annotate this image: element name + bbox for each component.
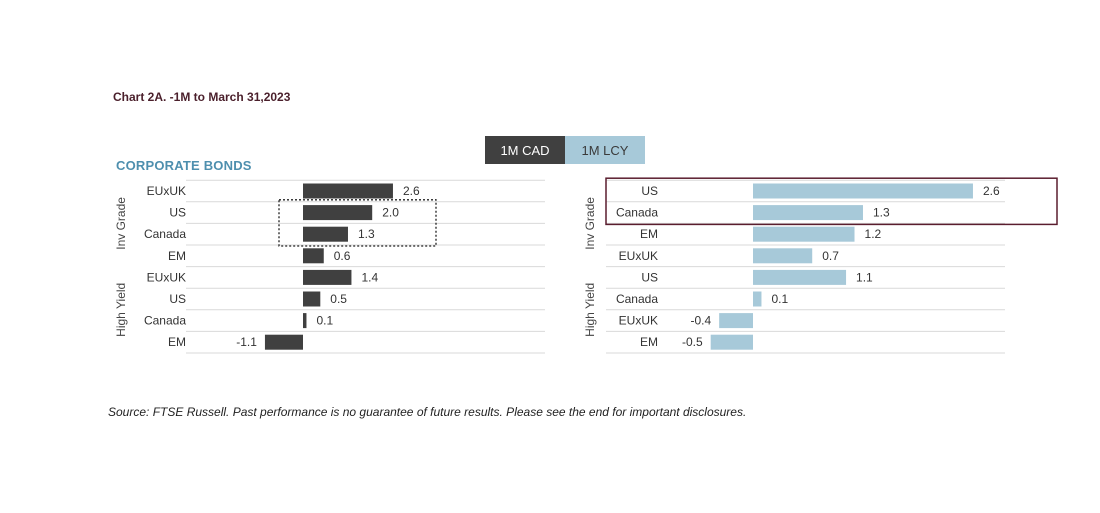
chart-title: Chart 2A. -1M to March 31,2023 (113, 90, 291, 104)
category-label: EM (168, 249, 186, 263)
category-label: US (641, 184, 658, 198)
data-label: 2.6 (403, 184, 420, 198)
data-label: 1.2 (865, 227, 882, 241)
data-label: 0.5 (330, 292, 347, 306)
bar (264, 334, 303, 350)
data-label: 0.1 (771, 292, 788, 306)
bar (753, 248, 813, 264)
data-label: 1.3 (358, 227, 375, 241)
category-label: US (169, 292, 186, 306)
data-label: 1.1 (856, 270, 873, 284)
category-label: Canada (616, 206, 658, 220)
legend-1m-cad: 1M CAD (485, 136, 565, 164)
category-label: US (169, 206, 186, 220)
category-label: EUxUK (147, 184, 186, 198)
data-label: 0.7 (822, 249, 839, 263)
group-label: High Yield (583, 283, 597, 337)
category-label: US (641, 270, 658, 284)
bar (719, 313, 753, 329)
category-label: Canada (144, 227, 186, 241)
highlight-box (605, 177, 1058, 226)
bar (303, 205, 373, 221)
data-label: 1.3 (873, 206, 890, 220)
category-label: Canada (616, 292, 658, 306)
group-label: High Yield (114, 283, 128, 337)
data-label: -0.5 (682, 335, 703, 349)
bar (303, 291, 321, 307)
data-label: 0.6 (334, 249, 351, 263)
category-label: Canada (144, 314, 186, 328)
legend-1m-lcy: 1M LCY (565, 136, 645, 164)
bar (303, 313, 307, 329)
category-label: EM (640, 227, 658, 241)
bar (753, 291, 762, 307)
data-label: -1.1 (236, 335, 257, 349)
bar (303, 183, 393, 199)
group-label: Inv Grade (583, 197, 597, 250)
data-label: 1.4 (361, 270, 378, 284)
data-label: 0.1 (316, 314, 333, 328)
source-note: Source: FTSE Russell. Past performance i… (108, 405, 747, 419)
data-label: 2.6 (983, 184, 1000, 198)
highlight-box (278, 199, 437, 247)
data-label: 2.0 (382, 206, 399, 220)
data-label: -0.4 (690, 314, 711, 328)
bar (303, 269, 352, 285)
category-label: EM (640, 335, 658, 349)
category-label: EM (168, 335, 186, 349)
bar (753, 226, 855, 242)
category-label: EUxUK (619, 314, 658, 328)
bar (753, 205, 863, 221)
section-title: CORPORATE BONDS (116, 158, 252, 173)
bar (753, 183, 973, 199)
category-label: EUxUK (147, 270, 186, 284)
bar (303, 248, 324, 264)
bar (710, 334, 753, 350)
bar (753, 269, 847, 285)
bar (303, 226, 348, 242)
category-label: EUxUK (619, 249, 658, 263)
group-label: Inv Grade (114, 197, 128, 250)
